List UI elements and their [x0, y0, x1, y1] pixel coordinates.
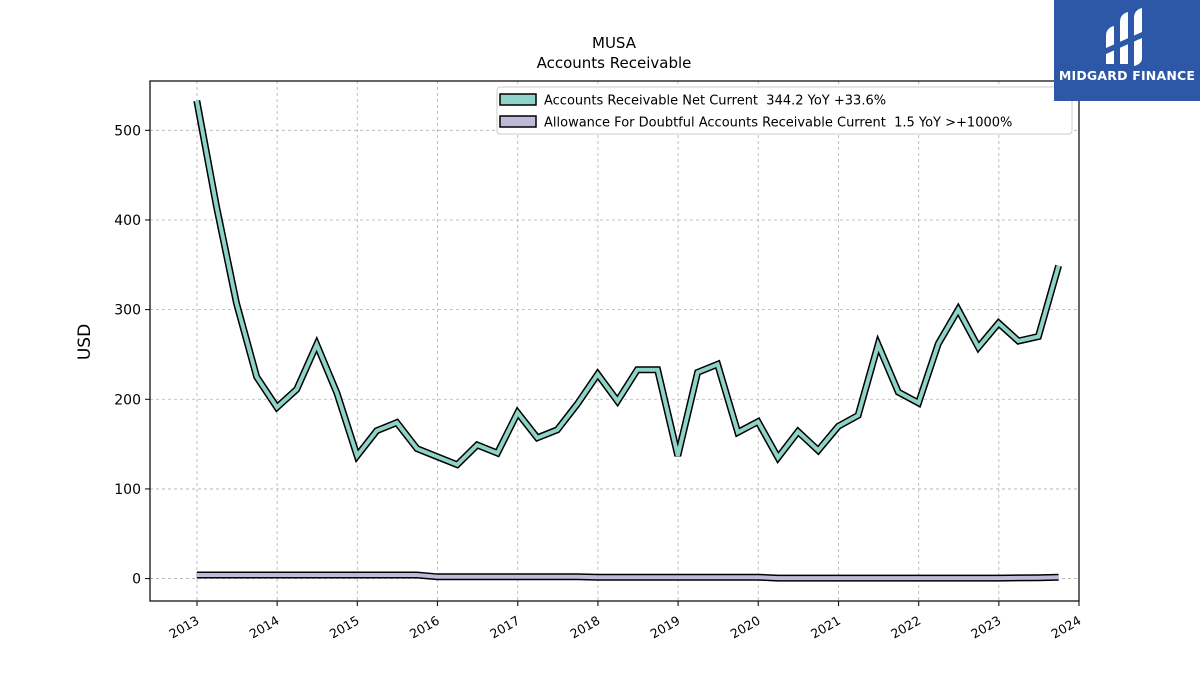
- series-line-outline: [193, 100, 1062, 469]
- legend-swatch-net-current: [499, 93, 537, 106]
- chart-subtitle: Accounts Receivable: [537, 54, 692, 72]
- series-line: [194, 100, 1061, 468]
- series-line: [196, 573, 1059, 581]
- y-tick-label: 100: [114, 482, 141, 498]
- legend-swatch-allowance: [499, 115, 537, 128]
- brand-logo: MIDGARD FINANCE: [1054, 0, 1200, 101]
- series-layer: [193, 100, 1062, 582]
- y-axis-label: USD: [75, 324, 95, 360]
- y-tick-label: 500: [114, 123, 141, 139]
- x-tick-label: 2023: [968, 613, 1003, 642]
- x-tick-label: 2017: [487, 613, 522, 642]
- x-tick-label: 2022: [888, 613, 923, 642]
- brand-name: MIDGARD FINANCE: [1058, 68, 1196, 83]
- series-1: [196, 571, 1059, 582]
- y-tick-label: 0: [132, 572, 141, 588]
- x-tick-label: 2015: [327, 613, 362, 642]
- legend-box: [496, 86, 1073, 135]
- plot-frame: [149, 80, 1080, 602]
- legend-label-allowance: Allowance For Doubtful Accounts Receivab…: [544, 116, 1012, 131]
- x-tick-label: 2016: [407, 613, 442, 642]
- y-tick-label: 200: [114, 392, 141, 408]
- x-tick-label: 2019: [648, 613, 683, 642]
- y-tick-label: 300: [114, 303, 141, 319]
- x-tick-label: 2018: [567, 613, 602, 642]
- x-tick-label: 2020: [728, 613, 763, 642]
- x-tick-label: 2021: [808, 613, 843, 642]
- midgard-logo-icon: [1106, 8, 1142, 66]
- x-tick-label: 2013: [166, 613, 201, 642]
- legend-label-net-current: Accounts Receivable Net Current 344.2 Yo…: [544, 94, 886, 109]
- series-0: [193, 100, 1062, 469]
- legend: Accounts Receivable Net Current 344.2 Yo…: [496, 86, 1073, 135]
- chart-title: MUSA: [592, 34, 637, 52]
- x-tick-label: 2014: [247, 613, 282, 642]
- x-tick-label: 2024: [1048, 613, 1083, 642]
- y-tick-label: 400: [114, 213, 141, 229]
